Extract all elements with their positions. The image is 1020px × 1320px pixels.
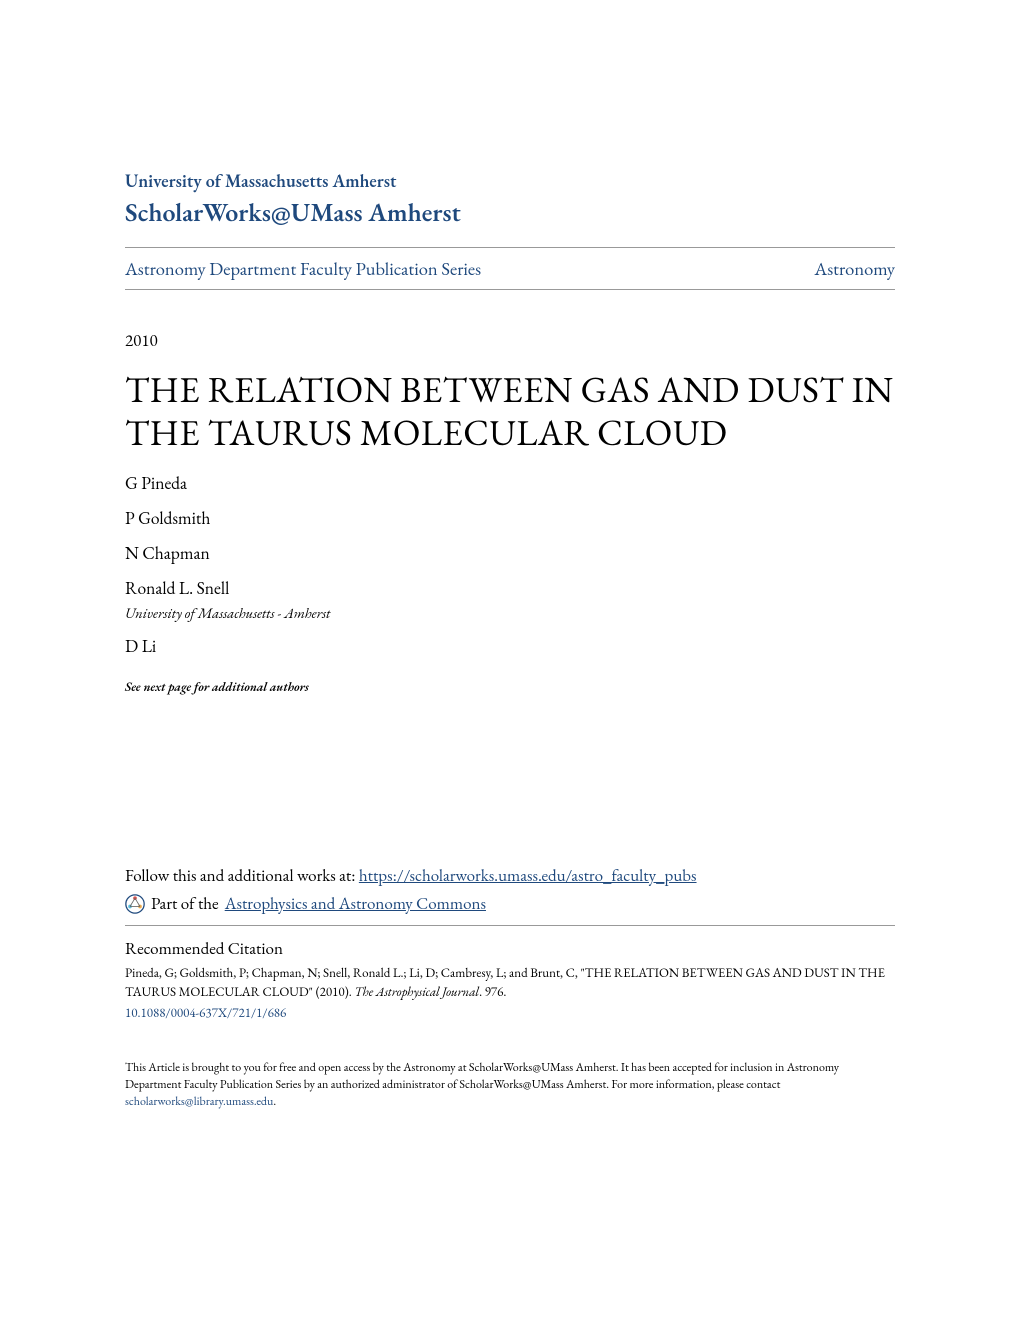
citation-heading: Recommended Citation <box>125 938 895 960</box>
doi-link[interactable]: 10.1088/0004-637X/721/1/686 <box>125 1004 895 1021</box>
follow-section: Follow this and additional works at: htt… <box>125 865 895 887</box>
see-more-authors: See next page for additional authors <box>125 678 895 695</box>
author-affiliation: University of Massachusetts - Amherst <box>125 604 895 623</box>
part-of-prefix: Part of the <box>151 893 219 915</box>
department-link[interactable]: Astronomy <box>814 256 895 281</box>
follow-url-link[interactable]: https://scholarworks.umass.edu/astro_fac… <box>359 865 697 887</box>
publication-year: 2010 <box>125 330 895 352</box>
citation-journal: The Astrophysical Journal <box>354 983 479 1000</box>
contact-email-link[interactable]: scholarworks@library.umass.edu <box>125 1093 273 1109</box>
author-name[interactable]: G Pineda <box>125 472 895 495</box>
citation-divider <box>125 925 895 926</box>
author-name[interactable]: N Chapman <box>125 542 895 565</box>
commons-link[interactable]: Astrophysics and Astronomy Commons <box>225 893 486 915</box>
top-divider-2 <box>125 289 895 290</box>
repository-name[interactable]: ScholarWorks@UMass Amherst <box>125 195 895 229</box>
breadcrumb: Astronomy Department Faculty Publication… <box>125 248 895 289</box>
citation-section: Recommended Citation Pineda, G; Goldsmit… <box>125 938 895 1021</box>
part-of-section: Part of the Astrophysics and Astronomy C… <box>125 893 895 915</box>
paper-title: THE RELATION BETWEEN GAS AND DUST IN THE… <box>125 368 895 454</box>
footer-prefix: This Article is brought to you for free … <box>125 1059 839 1092</box>
author-name[interactable]: D Li <box>125 635 895 658</box>
authors-list: G Pineda P Goldsmith N Chapman Ronald L.… <box>125 472 895 658</box>
author-name[interactable]: P Goldsmith <box>125 507 895 530</box>
footer-suffix: . <box>273 1093 276 1109</box>
follow-prefix: Follow this and additional works at: <box>125 865 359 887</box>
citation-suffix: . 976. <box>479 983 506 1000</box>
citation-body: Pineda, G; Goldsmith, P; Chapman, N; Sne… <box>125 964 895 1002</box>
footer-text: This Article is brought to you for free … <box>125 1059 895 1109</box>
network-icon <box>125 894 145 914</box>
institution-name[interactable]: University of Massachusetts Amherst <box>125 170 895 193</box>
author-name[interactable]: Ronald L. Snell <box>125 577 895 600</box>
series-link[interactable]: Astronomy Department Faculty Publication… <box>125 256 481 281</box>
page-container: University of Massachusetts Amherst Scho… <box>0 0 1020 1169</box>
